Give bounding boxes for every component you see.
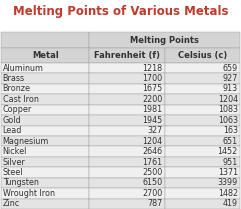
- Text: 787: 787: [147, 199, 163, 208]
- Text: Aluminum: Aluminum: [3, 64, 44, 73]
- Text: 1204: 1204: [143, 137, 163, 146]
- Text: 913: 913: [223, 84, 238, 93]
- Text: 2700: 2700: [142, 189, 163, 198]
- Text: Zinc: Zinc: [3, 199, 20, 208]
- Text: 1945: 1945: [142, 116, 163, 125]
- Text: Silver: Silver: [3, 158, 25, 167]
- Text: Steel: Steel: [3, 168, 23, 177]
- Text: 419: 419: [223, 199, 238, 208]
- Text: 327: 327: [147, 126, 163, 135]
- Text: 3399: 3399: [218, 178, 238, 187]
- Text: 927: 927: [222, 74, 238, 83]
- Text: Wrought Iron: Wrought Iron: [3, 189, 55, 198]
- Text: 1761: 1761: [143, 158, 163, 167]
- Text: Metal: Metal: [32, 51, 59, 60]
- Text: 1700: 1700: [143, 74, 163, 83]
- Text: 1482: 1482: [218, 189, 238, 198]
- Text: Copper: Copper: [3, 105, 32, 114]
- Text: Tungsten: Tungsten: [3, 178, 39, 187]
- Text: 1371: 1371: [218, 168, 238, 177]
- Text: Magnesium: Magnesium: [3, 137, 49, 146]
- Text: Lead: Lead: [3, 126, 22, 135]
- Text: 1083: 1083: [218, 105, 238, 114]
- Text: Cast Iron: Cast Iron: [3, 95, 39, 104]
- Text: 163: 163: [223, 126, 238, 135]
- Text: Bronze: Bronze: [3, 84, 31, 93]
- Text: 1204: 1204: [218, 95, 238, 104]
- Text: 951: 951: [223, 158, 238, 167]
- Text: Melting Points of Various Metals: Melting Points of Various Metals: [13, 5, 228, 18]
- Text: 2500: 2500: [142, 168, 163, 177]
- Text: Celsius (c): Celsius (c): [178, 51, 227, 60]
- Text: Nickel: Nickel: [3, 147, 27, 156]
- Text: 1218: 1218: [143, 64, 163, 73]
- Text: Gold: Gold: [3, 116, 21, 125]
- Text: 659: 659: [223, 64, 238, 73]
- Text: 1675: 1675: [142, 84, 163, 93]
- Text: 2646: 2646: [143, 147, 163, 156]
- Text: 6150: 6150: [143, 178, 163, 187]
- Text: 651: 651: [223, 137, 238, 146]
- Text: 1452: 1452: [218, 147, 238, 156]
- Text: 1063: 1063: [218, 116, 238, 125]
- Text: 1981: 1981: [143, 105, 163, 114]
- Text: Fahrenheit (f): Fahrenheit (f): [94, 51, 160, 60]
- Text: Melting Points: Melting Points: [130, 36, 199, 45]
- Text: Brass: Brass: [3, 74, 25, 83]
- Text: 2200: 2200: [142, 95, 163, 104]
